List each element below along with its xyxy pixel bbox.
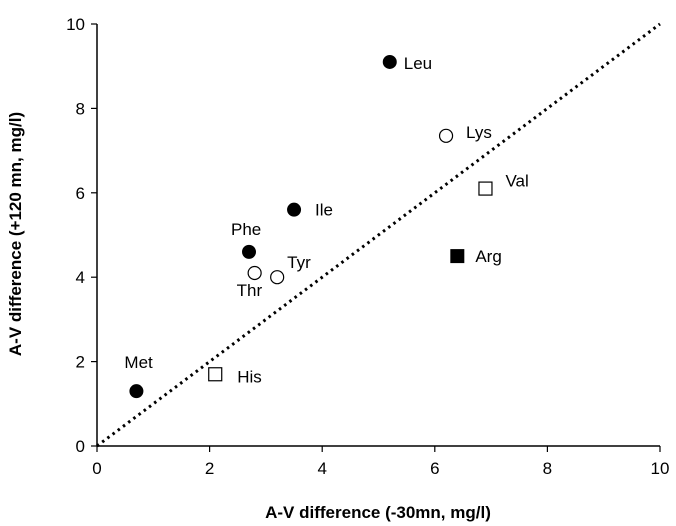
x-tick-label: 0 [92,459,101,478]
point-label-ile: Ile [315,201,333,220]
reference-layer [96,22,661,448]
data-point-val [478,181,493,196]
y-tick-label: 2 [76,353,85,372]
x-tick-label: 4 [317,459,326,478]
labels-layer: Leu Lys Val Ile Phe Arg Tyr Thr Met His [124,54,528,386]
data-point-his [208,367,223,382]
point-label-leu: Leu [404,54,432,73]
point-label-val: Val [505,172,528,191]
y-tick-label: 6 [76,184,85,203]
identity-reference-line [96,22,661,448]
data-point-leu [382,54,397,69]
x-tick-label: 8 [543,459,552,478]
point-label-met: Met [124,353,153,372]
data-point-ile [287,202,302,217]
axes-layer: 0 2 4 6 8 10 0 2 4 6 8 10 [66,15,669,478]
data-point-phe [242,244,257,259]
y-tick-label: 4 [76,268,85,287]
data-point-lys [438,128,454,143]
x-tick-label: 6 [430,459,439,478]
point-label-arg: Arg [475,247,501,266]
y-axis-title: A-V difference (+120 mn, mg/l) [6,112,25,356]
y-tick-label: 8 [76,99,85,118]
point-label-thr: Thr [237,281,263,300]
point-label-his: His [237,367,262,386]
point-label-phe: Phe [231,220,261,239]
data-point-met [129,384,144,399]
points-layer [129,54,493,399]
x-tick-label: 10 [651,459,670,478]
point-label-tyr: Tyr [287,253,311,272]
x-tick-label: 2 [205,459,214,478]
y-tick-label: 0 [76,437,85,456]
data-point-arg [450,249,465,264]
point-label-lys: Lys [466,123,492,142]
data-point-thr [247,265,262,281]
x-axis-title: A-V difference (-30mn, mg/l) [265,503,491,522]
data-point-tyr [270,270,285,285]
y-tick-label: 10 [66,15,85,34]
